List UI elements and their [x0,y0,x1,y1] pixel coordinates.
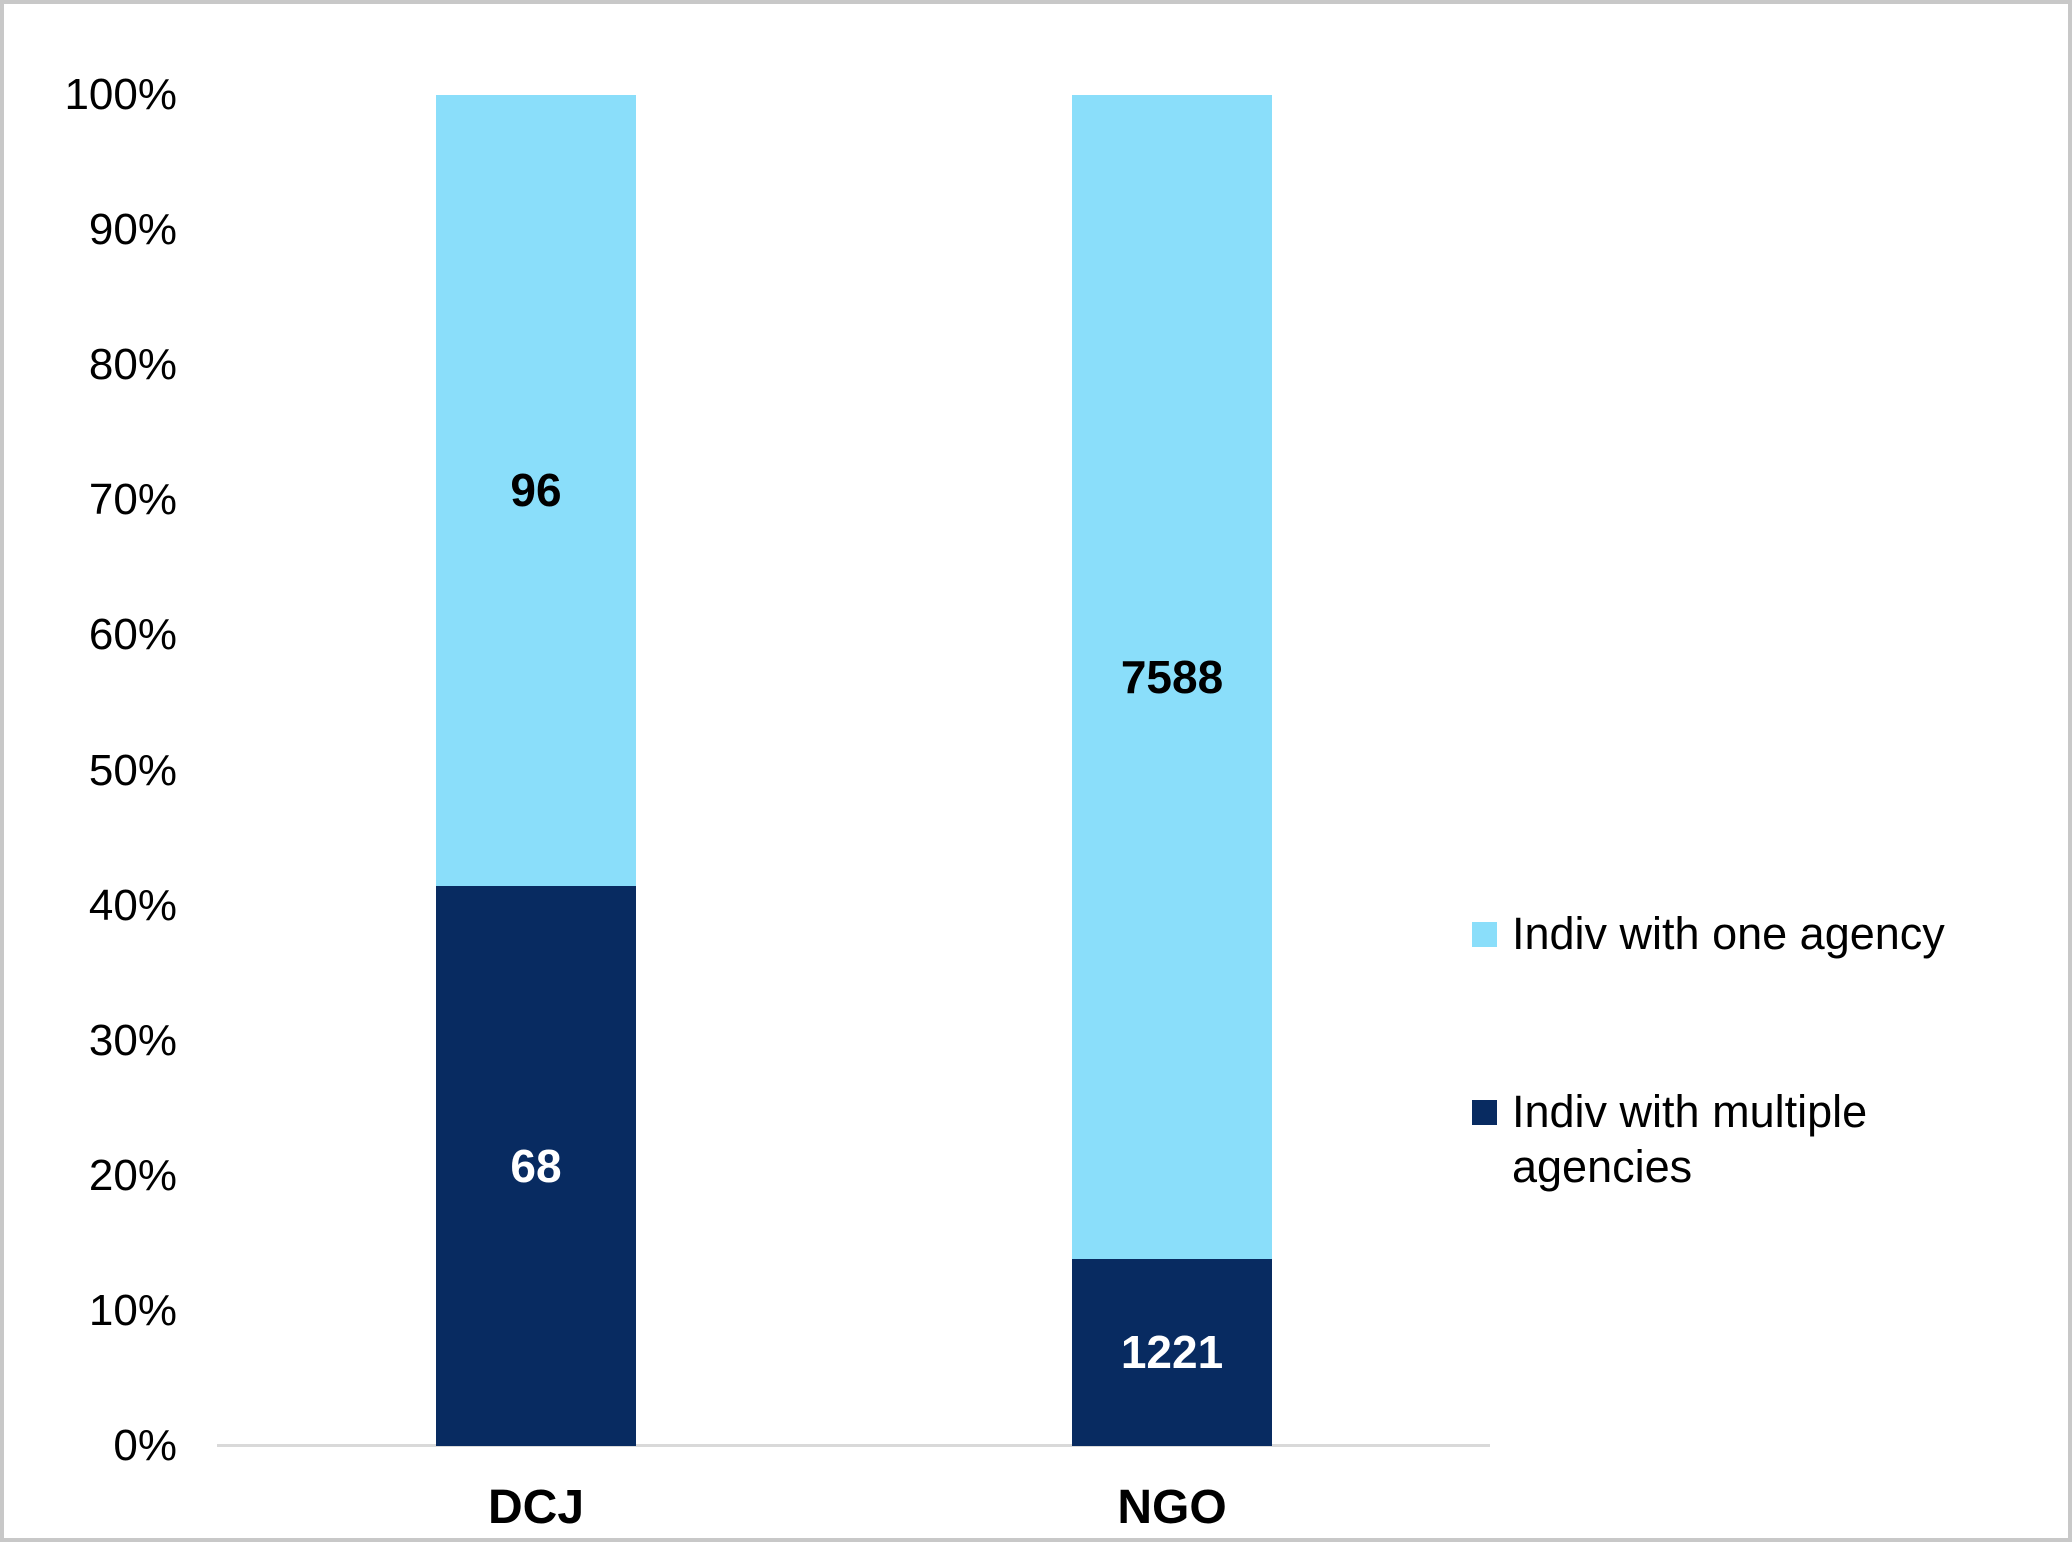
category-label-dcj: DCJ [487,1481,585,1534]
y-axis-tick-label: 0% [113,1421,177,1470]
legend-label: Indiv with one agency [1512,908,1945,959]
bar-dcj: 96 68 [436,95,636,1446]
y-axis-tick-label: 30% [88,1015,177,1065]
y-axis-tick-label: 60% [88,610,177,660]
data-label: 68 [510,1139,562,1192]
y-axis-tick-label: 70% [88,475,177,525]
bar-ngo: 7588 1221 [1072,95,1272,1446]
legend-swatch-icon [1472,922,1497,947]
y-axis-tick-label: 100% [64,70,177,119]
y-axis-tick-label: 50% [88,745,177,795]
segment-ngo-indiv-with-one-agency: 7588 [1072,95,1272,1259]
data-label: 96 [510,464,562,517]
data-label: 1221 [1120,1326,1224,1379]
y-axis-tick-label: 20% [88,1150,177,1200]
legend-swatch-icon [1472,1100,1497,1125]
segment-ngo-indiv-with-multiple-agencies: 1221 [1072,1258,1272,1446]
y-axis-tick-label: 80% [88,340,177,390]
legend-item: Indiv with one agency [1472,906,2012,961]
category-label-ngo: NGO [1117,1481,1227,1534]
segment-dcj-indiv-with-multiple-agencies: 68 [436,885,636,1446]
legend-item: Indiv with multiple agencies [1472,1084,2012,1194]
x-axis-line [217,1444,1490,1447]
y-axis-tick-label: 10% [88,1285,177,1335]
data-label: 7588 [1120,650,1224,703]
legend-label: Indiv with multiple agencies [1512,1086,1868,1192]
y-axis-tick-label: 40% [88,880,177,930]
y-axis-tick-label: 90% [88,205,177,255]
segment-dcj-indiv-with-one-agency: 96 [436,95,636,886]
